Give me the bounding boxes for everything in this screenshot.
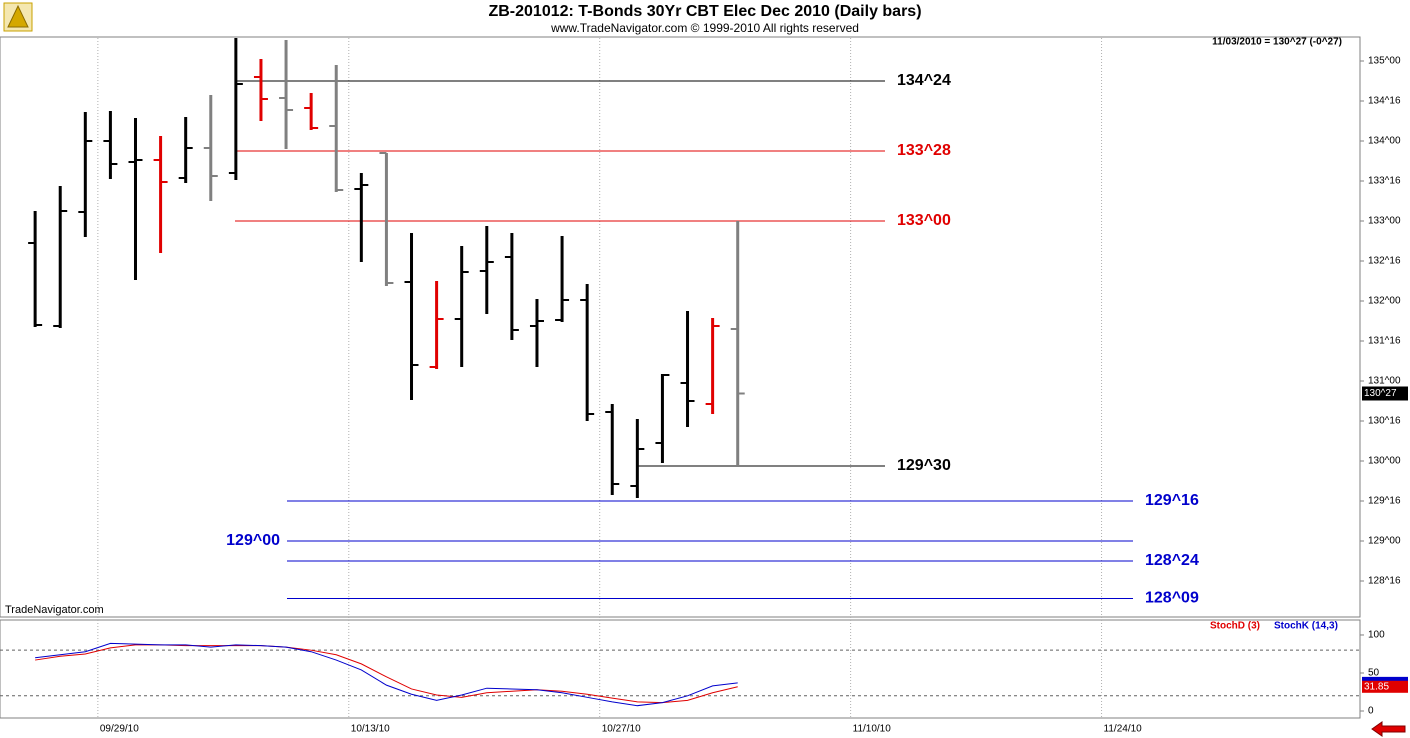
stoch-panel-frame xyxy=(0,619,1361,719)
y-tick-label: 0 xyxy=(1368,706,1374,717)
y-tick-label: 135^00 xyxy=(1368,56,1401,67)
y-tick-label: 130^16 xyxy=(1368,416,1401,427)
watermark: TradeNavigator.com xyxy=(5,604,104,616)
x-tick-label: 10/13/10 xyxy=(351,724,390,735)
y-tick-label: 129^00 xyxy=(1368,536,1401,547)
scroll-arrow[interactable] xyxy=(1371,721,1406,737)
y-tick-label: 130^00 xyxy=(1368,456,1401,467)
last-value-label: 31.85 xyxy=(1364,681,1389,692)
status-readout: 11/03/2010 = 130^27 (-0^27) xyxy=(1212,37,1342,48)
legend-entry: StochK (14,3) xyxy=(1274,621,1338,632)
last-value-box xyxy=(1362,680,1408,693)
last-price-label: 130^27 xyxy=(1364,388,1397,399)
legend-entry: StochD (3) xyxy=(1210,621,1260,632)
y-tick-label: 134^00 xyxy=(1368,136,1401,147)
y-tick-label: 132^16 xyxy=(1368,256,1401,267)
level-label: 129^16 xyxy=(1145,492,1199,509)
x-tick-label: 09/29/10 xyxy=(100,724,139,735)
chart-title: ZB-201012: T-Bonds 30Yr CBT Elec Dec 201… xyxy=(488,3,921,20)
y-tick-label: 133^16 xyxy=(1368,176,1401,187)
stoch-line xyxy=(35,642,738,707)
level-label: 133^28 xyxy=(897,142,951,159)
y-tick-label: 100 xyxy=(1368,630,1385,641)
level-label: 129^00 xyxy=(226,532,280,549)
y-tick-label: 131^16 xyxy=(1368,336,1401,347)
y-tick-label: 132^00 xyxy=(1368,296,1401,307)
level-label: 133^00 xyxy=(897,212,951,229)
level-label: 134^24 xyxy=(897,72,951,89)
chart-subtitle: www.TradeNavigator.com © 1999-2010 All r… xyxy=(550,21,859,35)
level-label: 128^24 xyxy=(1145,552,1199,569)
y-tick-label: 133^00 xyxy=(1368,216,1401,227)
level-label: 129^30 xyxy=(897,457,951,474)
last-price-box xyxy=(1362,386,1408,401)
y-tick-label: 131^00 xyxy=(1368,376,1401,387)
x-tick-label: 11/24/10 xyxy=(1104,724,1143,735)
price-panel-frame xyxy=(0,36,1361,618)
y-tick-label: 128^16 xyxy=(1368,576,1401,587)
x-tick-label: 11/10/10 xyxy=(853,724,892,735)
y-tick-label: 50 xyxy=(1368,668,1380,679)
y-tick-label: 129^16 xyxy=(1368,496,1401,507)
logo xyxy=(3,2,33,32)
y-tick-label: 134^16 xyxy=(1368,96,1401,107)
x-tick-label: 10/27/10 xyxy=(602,724,641,735)
level-label: 128^09 xyxy=(1145,590,1199,607)
